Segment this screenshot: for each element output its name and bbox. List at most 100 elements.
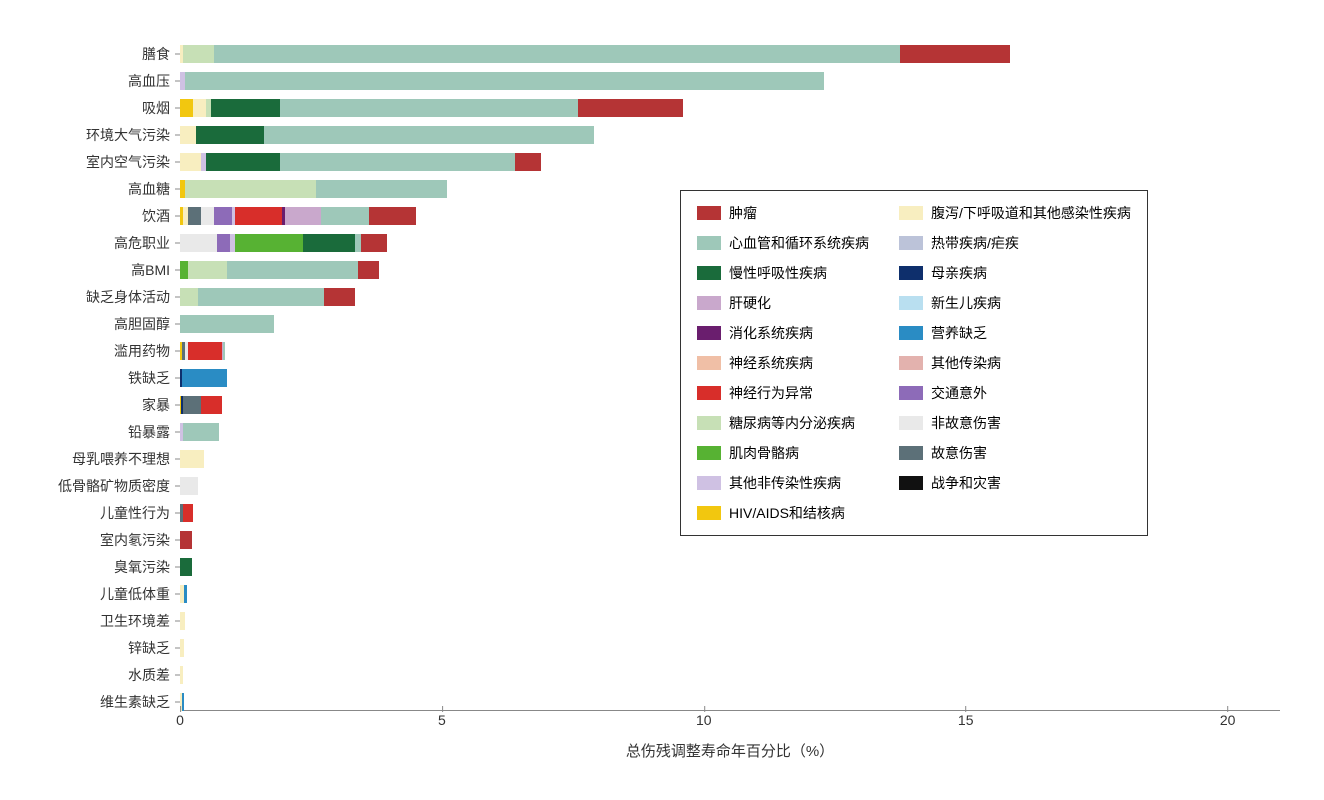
legend-item: 肝硬化 — [697, 293, 869, 313]
legend-item: 神经系统疾病 — [697, 353, 869, 373]
y-label: 儿童低体重 — [100, 584, 170, 604]
y-label: 室内空气污染 — [86, 152, 170, 172]
bar-segment — [280, 99, 579, 117]
bar-segment — [188, 207, 201, 225]
legend-item: 战争和灾害 — [899, 473, 1131, 493]
legend-swatch — [899, 326, 923, 340]
bar-segment — [180, 612, 185, 630]
bar-segment — [180, 153, 201, 171]
legend-swatch — [697, 476, 721, 490]
y-label: 高胆固醇 — [114, 314, 170, 334]
bar-segment — [217, 234, 230, 252]
bar-row — [180, 126, 594, 144]
y-label: 高血糖 — [128, 179, 170, 199]
bar-segment — [235, 207, 282, 225]
legend-swatch — [899, 356, 923, 370]
bar-segment — [578, 99, 683, 117]
y-label: 家暴 — [142, 395, 170, 415]
y-label: 锌缺乏 — [128, 638, 170, 658]
bar-row — [180, 72, 824, 90]
legend-item: 母亲疾病 — [899, 263, 1131, 283]
legend-label: 糖尿病等内分泌疾病 — [729, 413, 855, 433]
y-label: 饮酒 — [142, 206, 170, 226]
legend-item: 慢性呼吸性疾病 — [697, 263, 869, 283]
legend-swatch — [697, 296, 721, 310]
legend-swatch — [899, 266, 923, 280]
bar-segment — [180, 288, 198, 306]
bar-row — [180, 531, 192, 549]
legend-label: 肌肉骨骼病 — [729, 443, 799, 463]
y-label: 吸烟 — [142, 98, 170, 118]
legend-swatch — [899, 446, 923, 460]
legend-label: HIV/AIDS和结核病 — [729, 503, 845, 523]
risk-factor-chart: 膳食高血压吸烟环境大气污染室内空气污染高血糖饮酒高危职业高BMI缺乏身体活动高胆… — [20, 20, 1304, 780]
legend-swatch — [899, 296, 923, 310]
y-label: 铁缺乏 — [128, 368, 170, 388]
y-axis-labels: 膳食高血压吸烟环境大气污染室内空气污染高血糖饮酒高危职业高BMI缺乏身体活动高胆… — [20, 30, 175, 710]
legend-swatch — [697, 356, 721, 370]
y-label: 滥用药物 — [114, 341, 170, 361]
legend-item: HIV/AIDS和结核病 — [697, 503, 869, 523]
bar-segment — [182, 693, 184, 711]
bar-segment — [324, 288, 355, 306]
legend-item: 消化系统疾病 — [697, 323, 869, 343]
bar-segment — [369, 207, 416, 225]
legend-swatch — [697, 266, 721, 280]
bar-segment — [206, 153, 279, 171]
bar-segment — [316, 180, 447, 198]
y-label: 环境大气污染 — [86, 125, 170, 145]
bar-segment — [198, 288, 324, 306]
bar-segment — [180, 558, 192, 576]
y-label: 卫生环境差 — [100, 611, 170, 631]
bar-row — [180, 99, 683, 117]
bar-segment — [180, 666, 183, 684]
legend-label: 热带疾病/疟疾 — [931, 233, 1019, 253]
bar-row — [180, 396, 222, 414]
legend-item: 肿瘤 — [697, 203, 869, 223]
legend-item: 故意伤害 — [899, 443, 1131, 463]
bar-segment — [900, 45, 1010, 63]
bar-row — [180, 369, 227, 387]
legend-label: 交通意外 — [931, 383, 987, 403]
legend-label: 营养缺乏 — [931, 323, 987, 343]
bar-row — [180, 612, 185, 630]
y-label: 缺乏身体活动 — [86, 287, 170, 307]
y-label: 水质差 — [128, 665, 170, 685]
x-tick: 5 — [438, 712, 446, 728]
legend-label: 腹泻/下呼吸道和其他感染性疾病 — [931, 203, 1131, 223]
bar-segment — [183, 504, 193, 522]
bar-segment — [280, 153, 516, 171]
legend-swatch — [697, 206, 721, 220]
bar-row — [180, 639, 184, 657]
legend-label: 其他非传染性疾病 — [729, 473, 841, 493]
legend-label: 肝硬化 — [729, 293, 771, 313]
x-tick: 20 — [1220, 712, 1236, 728]
legend-label: 神经行为异常 — [729, 383, 813, 403]
legend-swatch — [697, 236, 721, 250]
legend-swatch — [697, 446, 721, 460]
legend-swatch — [899, 476, 923, 490]
bar-segment — [180, 234, 217, 252]
legend-label: 慢性呼吸性疾病 — [729, 263, 827, 283]
bar-row — [180, 558, 192, 576]
x-tick: 15 — [958, 712, 974, 728]
bar-segment — [185, 72, 824, 90]
x-tick: 10 — [696, 712, 712, 728]
bar-row — [180, 234, 387, 252]
y-label: 高危职业 — [114, 233, 170, 253]
legend-item: 其他非传染性疾病 — [697, 473, 869, 493]
y-label: 膳食 — [142, 44, 170, 64]
bar-row — [180, 315, 274, 333]
bar-row — [180, 450, 204, 468]
legend-label: 消化系统疾病 — [729, 323, 813, 343]
legend-item: 腹泻/下呼吸道和其他感染性疾病 — [899, 203, 1131, 223]
bar-segment — [184, 585, 187, 603]
legend-label: 心血管和循环系统疾病 — [729, 233, 869, 253]
bar-segment — [180, 261, 188, 279]
bar-segment — [182, 369, 227, 387]
y-label: 高BMI — [131, 260, 170, 280]
legend: 肿瘤心血管和循环系统疾病慢性呼吸性疾病肝硬化消化系统疾病神经系统疾病神经行为异常… — [680, 190, 1148, 536]
bar-segment — [180, 315, 274, 333]
legend-item: 新生儿疾病 — [899, 293, 1131, 313]
bar-row — [180, 207, 416, 225]
